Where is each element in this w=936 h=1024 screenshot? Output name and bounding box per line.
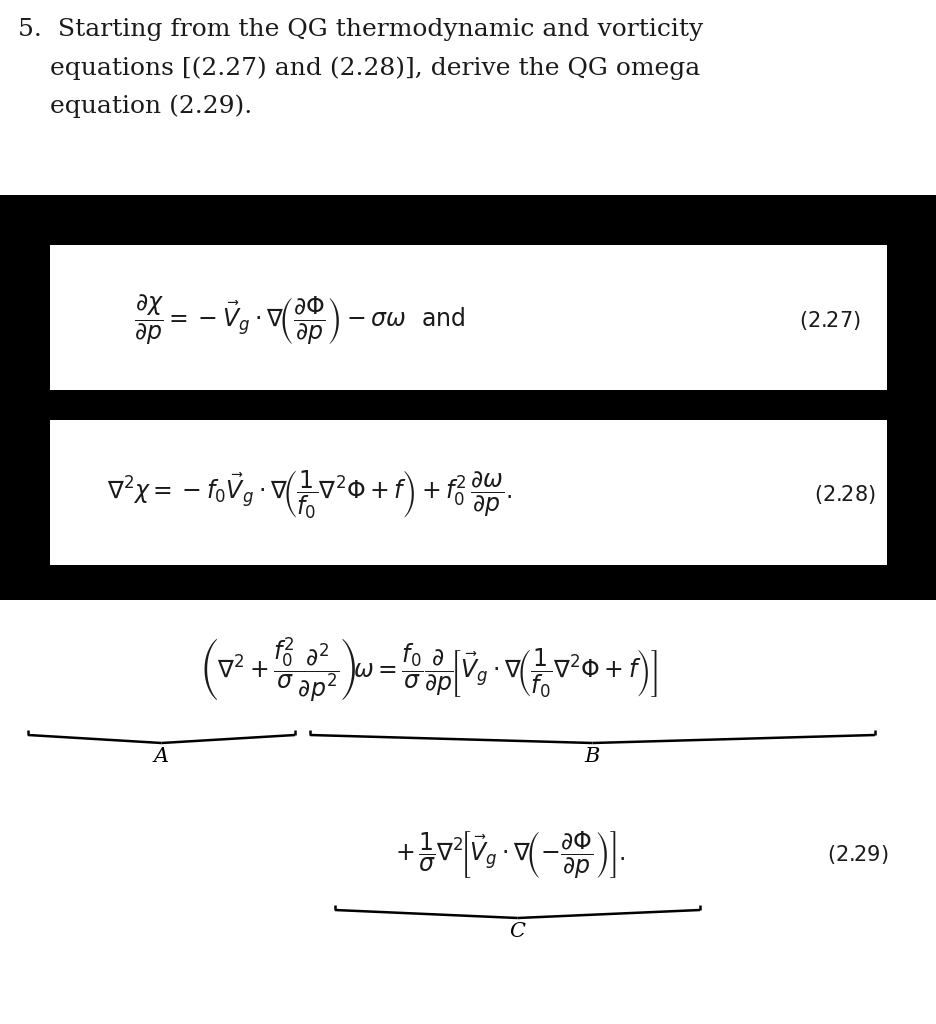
- Bar: [0, 240, 936, 565]
- Bar: [0, 565, 936, 600]
- Text: $(2.29)$: $(2.29)$: [826, 844, 887, 866]
- Text: A: A: [154, 746, 168, 766]
- Text: $(2.28)$: $(2.28)$: [813, 483, 875, 507]
- Bar: [0, 0, 936, 195]
- Text: B: B: [584, 746, 600, 766]
- Bar: [0, 600, 936, 1024]
- Text: $\dfrac{\partial \chi}{\partial p} = -\vec{V}_g \cdot \nabla\!\left(\dfrac{\part: $\dfrac{\partial \chi}{\partial p} = -\v…: [134, 293, 465, 347]
- Text: C: C: [509, 922, 525, 941]
- Text: $\left(\nabla^2 + \dfrac{f_0^2}{\sigma}\dfrac{\partial^2}{\partial p^2}\right)\!: $\left(\nabla^2 + \dfrac{f_0^2}{\sigma}\…: [201, 636, 658, 705]
- Text: $(2.27)$: $(2.27)$: [798, 308, 860, 332]
- Text: $+\,\dfrac{1}{\sigma}\nabla^2\!\left[\vec{V}_g \cdot \nabla\!\left(-\dfrac{\part: $+\,\dfrac{1}{\sigma}\nabla^2\!\left[\ve…: [394, 829, 624, 881]
- Bar: [50, 245, 886, 390]
- Bar: [50, 420, 886, 565]
- Text: $\nabla^2\chi = -f_0\vec{V}_g \cdot \nabla\!\left(\dfrac{1}{f_0}\nabla^2\Phi + f: $\nabla^2\chi = -f_0\vec{V}_g \cdot \nab…: [107, 469, 512, 521]
- Text: equation (2.29).: equation (2.29).: [18, 94, 252, 118]
- Text: equations [(2.27) and (2.28)], derive the QG omega: equations [(2.27) and (2.28)], derive th…: [18, 56, 699, 80]
- Bar: [0, 195, 936, 240]
- Text: 5.  Starting from the QG thermodynamic and vorticity: 5. Starting from the QG thermodynamic an…: [18, 18, 703, 41]
